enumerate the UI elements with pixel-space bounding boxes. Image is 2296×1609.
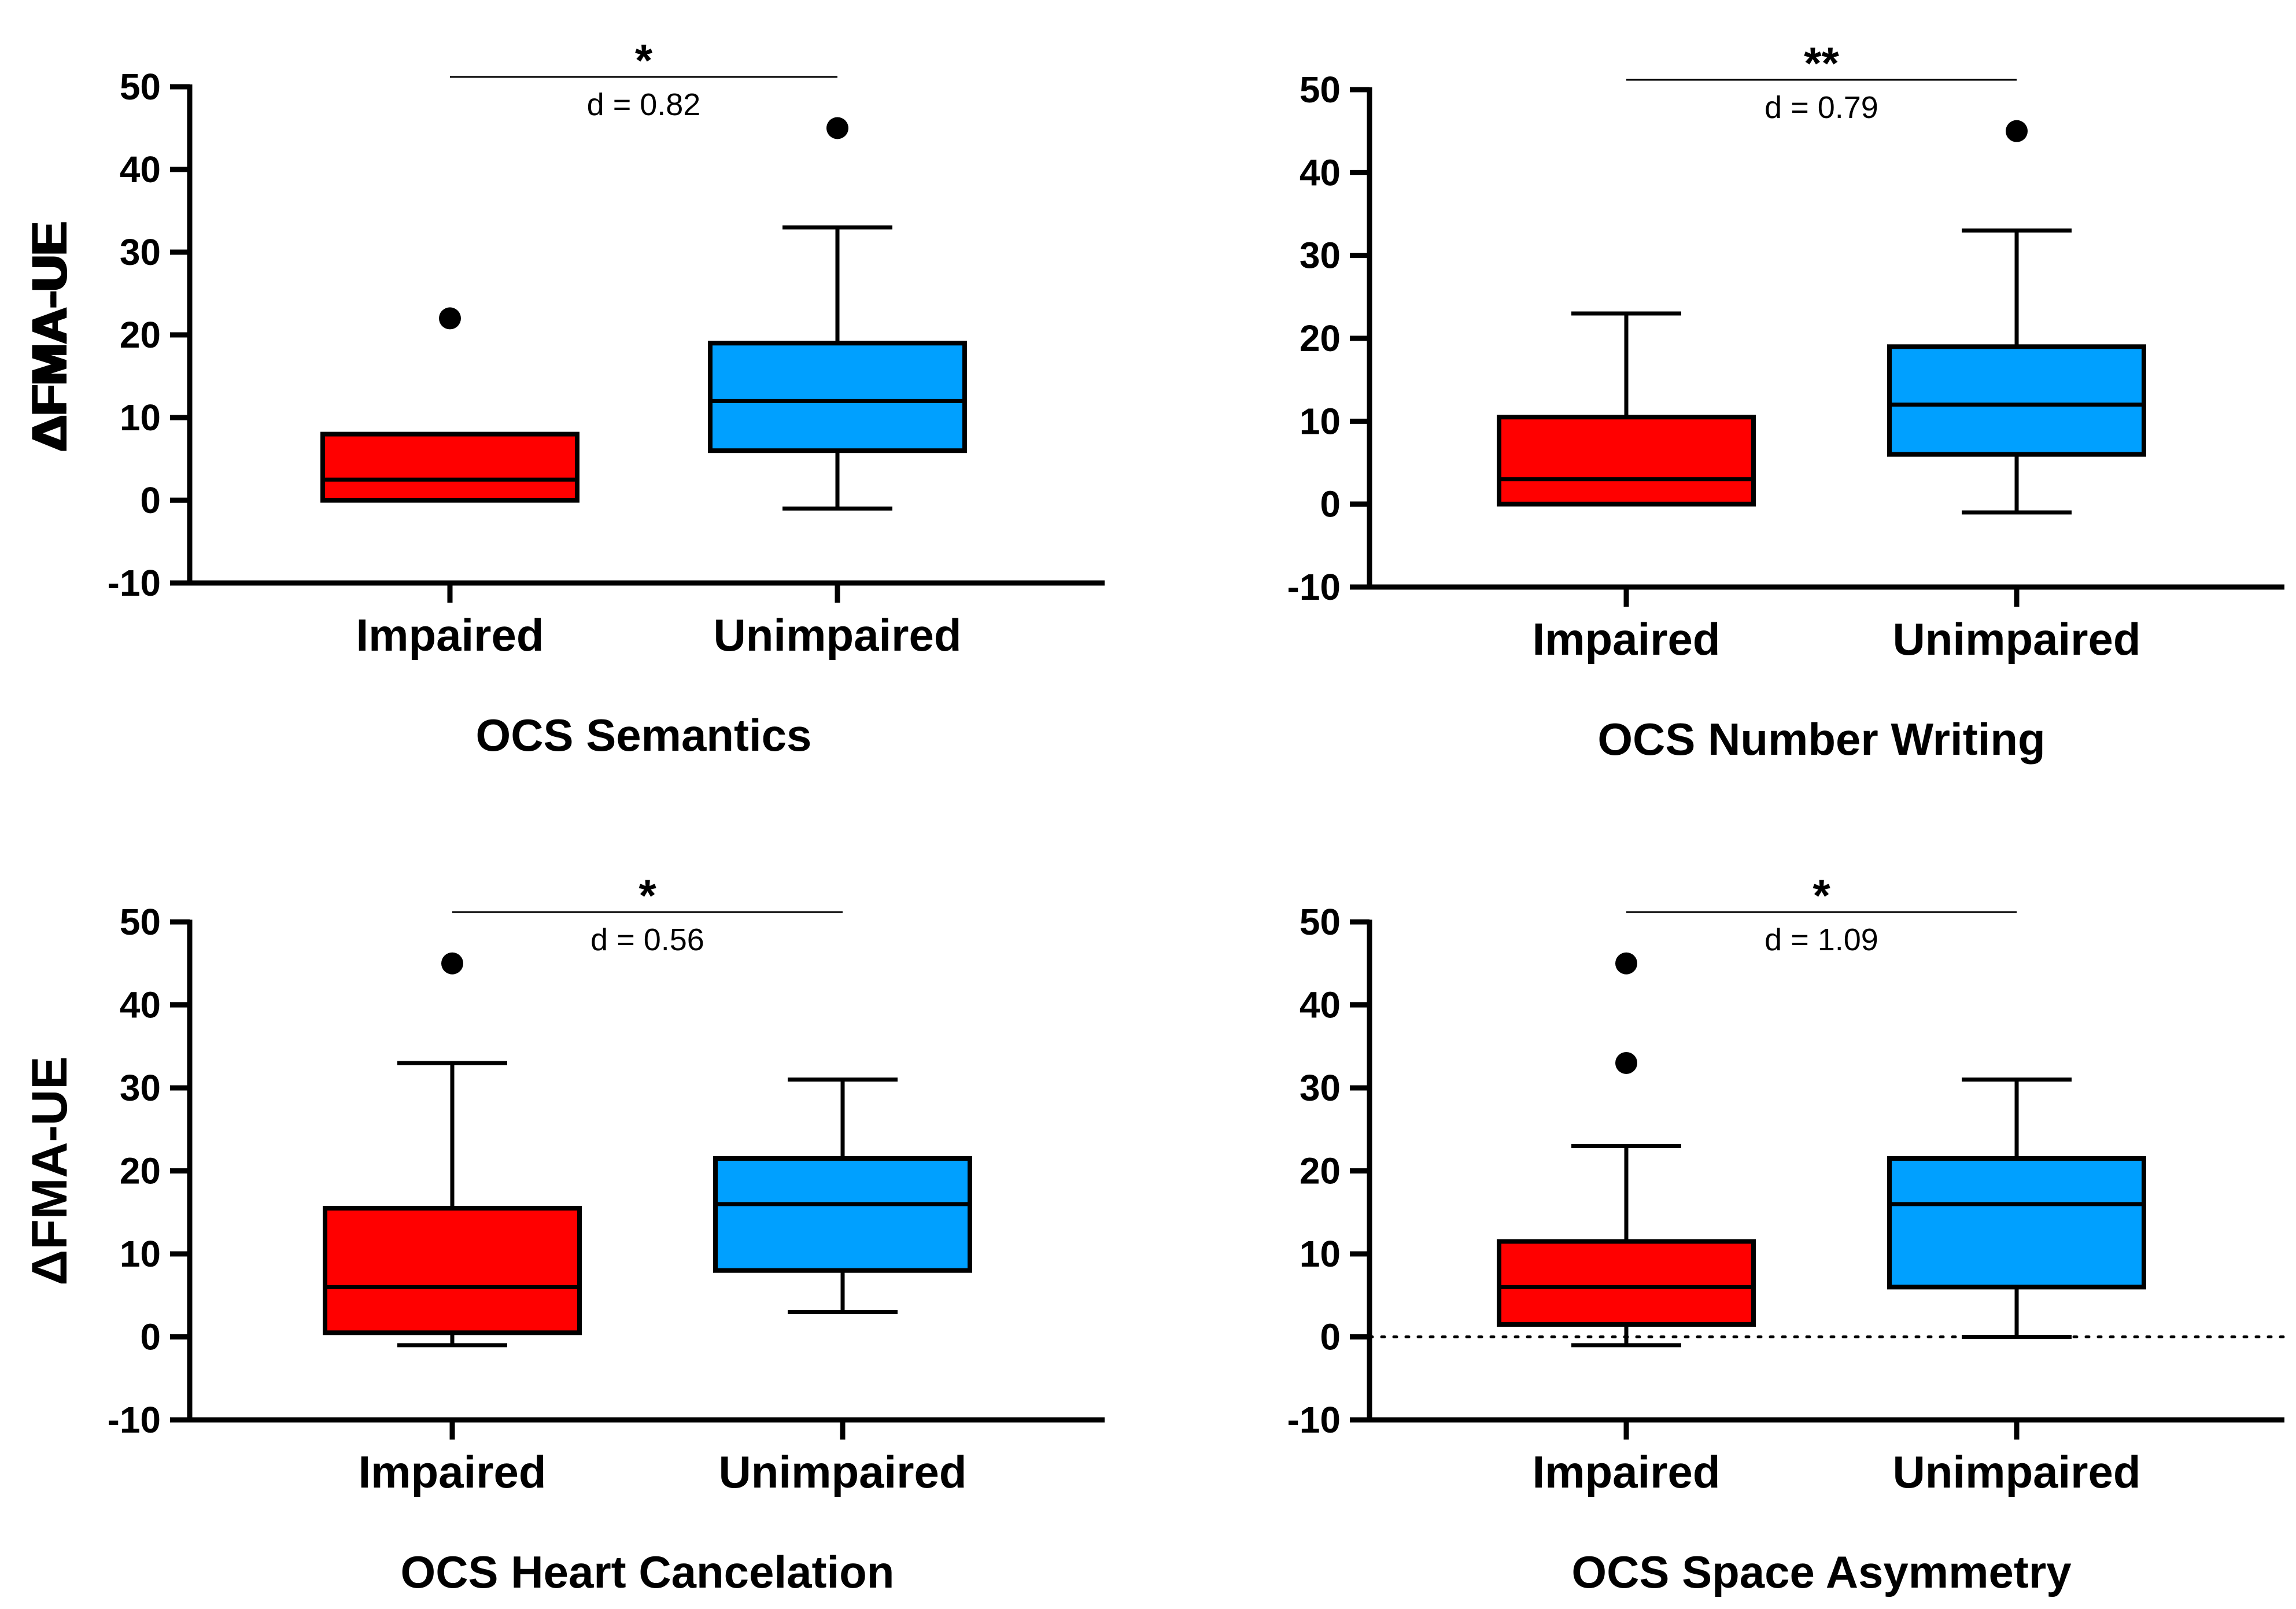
box-iqr bbox=[1887, 1156, 2146, 1290]
panel-ocs-semantics: -10 0 10 20 30 40 50 ΔFMA-UE Impaired Unimpaired *… bbox=[22, 35, 1105, 761]
y-tick-label: 50 bbox=[1300, 69, 1341, 110]
y-tick-label: 40 bbox=[120, 149, 161, 190]
y-axis-label: ΔFMA-UE bbox=[22, 220, 77, 449]
y-tick-label: 30 bbox=[1300, 235, 1341, 276]
box-unimpaired bbox=[1887, 1077, 2146, 1339]
y-axis-label: ΔFMA-UE bbox=[22, 224, 77, 453]
y-tick-label: 20 bbox=[1300, 1150, 1341, 1192]
significance-marker: * bbox=[1813, 870, 1830, 921]
x-tick-label: Unimpaired bbox=[718, 1446, 966, 1497]
effect-size-label: d = 1.09 bbox=[1765, 922, 1878, 957]
outlier-point bbox=[439, 307, 461, 330]
y-tick-label: -10 bbox=[1287, 1399, 1341, 1441]
y-tick-label: 10 bbox=[120, 1233, 161, 1275]
x-tick-label: Impaired bbox=[358, 1446, 546, 1497]
box-impaired bbox=[1497, 952, 1756, 1348]
effect-size-label: d = 0.79 bbox=[1765, 90, 1878, 125]
y-tick-label: 20 bbox=[120, 1150, 161, 1192]
box-iqr bbox=[713, 1156, 972, 1273]
significance-marker: * bbox=[635, 35, 653, 86]
box-iqr bbox=[320, 431, 579, 503]
box-iqr bbox=[708, 341, 967, 453]
y-tick-label: 0 bbox=[140, 1316, 161, 1358]
y-tick-label: 10 bbox=[1300, 1233, 1341, 1275]
y-axis-label: ΔFMA-UE bbox=[22, 1056, 77, 1285]
y-tick-label: 0 bbox=[140, 479, 161, 521]
y-tick-label: 10 bbox=[1300, 400, 1341, 442]
box-unimpaired bbox=[708, 117, 967, 511]
y-tick-label: 30 bbox=[120, 1067, 161, 1109]
panel-ocs-heart-cancelation: -10 0 10 20 30 40 50 ΔFMA-UE Impaired Unimpaired *… bbox=[22, 870, 1105, 1597]
significance-marker: * bbox=[638, 870, 656, 921]
y-tick-label: 10 bbox=[120, 397, 161, 438]
box-iqr bbox=[1497, 415, 1756, 507]
y-tick-label: 40 bbox=[1300, 984, 1341, 1026]
y-tick-label: 30 bbox=[1300, 1067, 1341, 1109]
significance-marker: ** bbox=[1804, 38, 1839, 88]
y-tick-label: 50 bbox=[120, 901, 161, 943]
y-tick-label: 40 bbox=[120, 984, 161, 1026]
panel-title: OCS Semantics bbox=[476, 710, 812, 761]
x-tick-label: Impaired bbox=[1532, 614, 1720, 665]
outlier-point bbox=[441, 952, 463, 975]
panel-ocs-space-asymmetry: -10 0 10 20 30 40 50 ΔFMA-UE Impaired Unimpaired *… bbox=[22, 870, 2286, 1597]
box-impaired bbox=[320, 307, 579, 503]
y-tick-label: -10 bbox=[108, 562, 161, 604]
y-tick-label: 30 bbox=[120, 231, 161, 273]
box-iqr bbox=[323, 1206, 582, 1335]
x-tick-label: Impaired bbox=[1532, 1446, 1720, 1497]
y-tick-label: 20 bbox=[1300, 318, 1341, 359]
effect-size-label: d = 0.56 bbox=[590, 922, 704, 957]
box-unimpaired bbox=[1887, 120, 2146, 515]
y-tick-label: -10 bbox=[108, 1399, 161, 1441]
box-impaired bbox=[323, 952, 582, 1348]
y-tick-label: 40 bbox=[1300, 152, 1341, 193]
outlier-point bbox=[2006, 120, 2028, 142]
panel-title: OCS Number Writing bbox=[1597, 714, 2045, 765]
y-axis-label: ΔFMA-UE bbox=[22, 1056, 77, 1285]
outlier-point bbox=[826, 117, 848, 139]
panel-ocs-number-writing: -10 0 10 20 30 40 50 ΔFMA-UE Impaired Unimpaired *… bbox=[22, 38, 2284, 765]
panel-title: OCS Space Asymmetry bbox=[1571, 1547, 2071, 1597]
y-tick-label: 20 bbox=[120, 314, 161, 356]
y-tick-label: -10 bbox=[1287, 566, 1341, 608]
y-tick-label: 50 bbox=[1300, 901, 1341, 943]
x-tick-label: Unimpaired bbox=[1892, 614, 2140, 665]
y-tick-label: 0 bbox=[1320, 484, 1341, 525]
box-unimpaired bbox=[713, 1077, 972, 1314]
panel-title: OCS Heart Cancelation bbox=[401, 1547, 895, 1597]
y-tick-label: 0 bbox=[1320, 1316, 1341, 1358]
box-iqr bbox=[1497, 1239, 1756, 1327]
y-tick-label: 50 bbox=[120, 66, 161, 108]
box-impaired bbox=[1497, 311, 1756, 507]
effect-size-label: d = 0.82 bbox=[587, 87, 701, 122]
x-tick-label: Unimpaired bbox=[1892, 1446, 2140, 1497]
x-tick-label: Impaired bbox=[356, 610, 544, 660]
outlier-point bbox=[1615, 1051, 1637, 1074]
box-iqr bbox=[1887, 344, 2146, 457]
outlier-point bbox=[1615, 952, 1637, 975]
x-tick-label: Unimpaired bbox=[713, 610, 961, 660]
